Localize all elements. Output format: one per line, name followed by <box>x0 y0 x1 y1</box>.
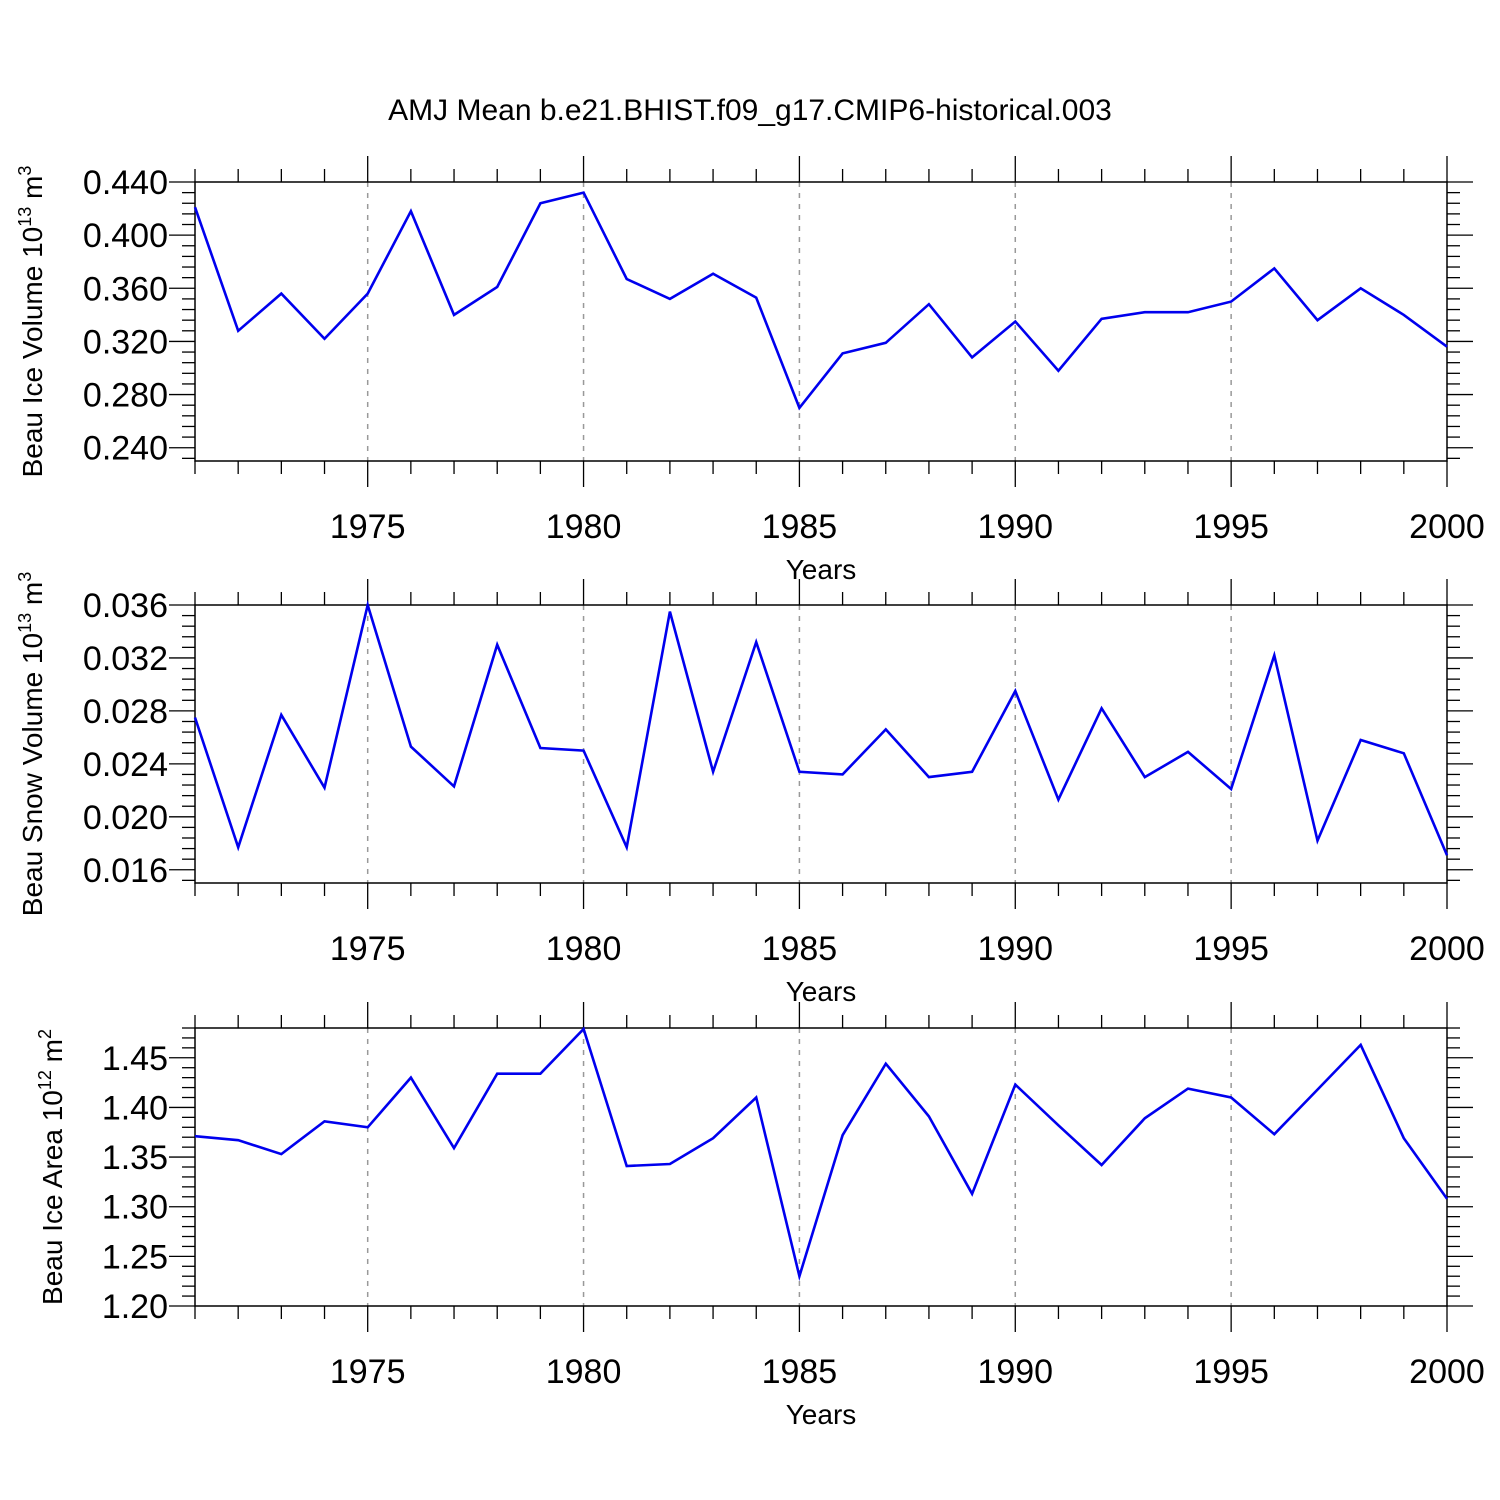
panel-1: 0.240 0.280 0.320 0.360 0.400 0.440 1975 1980 19… <box>15 156 1485 585</box>
x-axis-title: Years <box>786 1399 857 1430</box>
series-line <box>193 191 1448 411</box>
y-tick-label: 0.400 <box>83 217 168 255</box>
y-tick-label: 1.35 <box>102 1139 168 1177</box>
x-tick-label: 1980 <box>546 930 622 968</box>
y-tick-label: 0.028 <box>83 693 168 731</box>
y-tick-label: 1.40 <box>102 1089 168 1127</box>
x-tick-label: 2000 <box>1409 508 1485 546</box>
series-line <box>194 1026 1449 1282</box>
x-tick-label: 1975 <box>330 1353 406 1391</box>
x-tick-label: 1985 <box>762 508 838 546</box>
figure-title: AMJ Mean b.e21.BHIST.f09_g17.CMIP6-histo… <box>388 94 1112 127</box>
y-tick-label: 0.360 <box>83 270 168 308</box>
plot-frame <box>194 181 1448 462</box>
y-tick-label: 1.45 <box>102 1040 168 1078</box>
y-tick-label: 1.30 <box>102 1189 168 1227</box>
x-tick-label: 1990 <box>977 1353 1053 1391</box>
plot-frame <box>194 1027 1448 1307</box>
plot-frame <box>194 604 1448 884</box>
x-tick-label: 1975 <box>330 930 406 968</box>
x-tick-label: 1995 <box>1193 508 1269 546</box>
x-tick-label: 1990 <box>977 930 1053 968</box>
series-line <box>193 600 1449 856</box>
x-tick-label: 2000 <box>1409 930 1485 968</box>
x-tick-label: 1995 <box>1193 1353 1269 1391</box>
x-tick-label: 1985 <box>762 1353 838 1391</box>
y-tick-label: 0.320 <box>83 323 168 361</box>
y-tick-label: 0.032 <box>83 640 168 678</box>
x-axis-title: Years <box>786 976 857 1007</box>
panel-2: 0.016 0.020 0.024 0.028 0.032 0.036 1975 1980 19… <box>15 572 1485 1007</box>
y-tick-label: 0.016 <box>83 852 168 890</box>
y-tick-label: 0.024 <box>83 746 168 784</box>
y-tick-label: 1.20 <box>102 1288 168 1326</box>
y-tick-label: 0.280 <box>83 377 168 415</box>
y-axis-title: Beau Ice Volume 1013 m3 <box>15 166 48 478</box>
y-axis-title: Beau Snow Volume 1013 m3 <box>15 572 48 916</box>
x-tick-label: 1975 <box>330 508 406 546</box>
x-tick-label: 1980 <box>546 508 622 546</box>
panel-3: 1.20 1.25 1.30 1.35 1.40 1.45 1975 1980 1985 1990… <box>35 1002 1485 1430</box>
y-tick-label: 0.440 <box>83 164 168 202</box>
x-tick-label: 1985 <box>762 930 838 968</box>
y-tick-label: 0.036 <box>83 587 168 625</box>
x-tick-label: 1995 <box>1193 930 1269 968</box>
x-tick-label: 2000 <box>1409 1353 1485 1391</box>
plots-container: 0.240 0.280 0.320 0.360 0.400 0.440 1975 1980 19… <box>15 156 1485 1430</box>
y-tick-label: 1.25 <box>102 1238 168 1276</box>
x-tick-label: 1980 <box>546 1353 622 1391</box>
x-tick-label: 1990 <box>977 508 1053 546</box>
x-axis-title: Years <box>786 554 857 585</box>
y-tick-label: 0.020 <box>83 799 168 837</box>
y-axis-title: Beau Ice Area 1012 m2 <box>35 1029 68 1305</box>
y-tick-label: 0.240 <box>83 430 168 468</box>
